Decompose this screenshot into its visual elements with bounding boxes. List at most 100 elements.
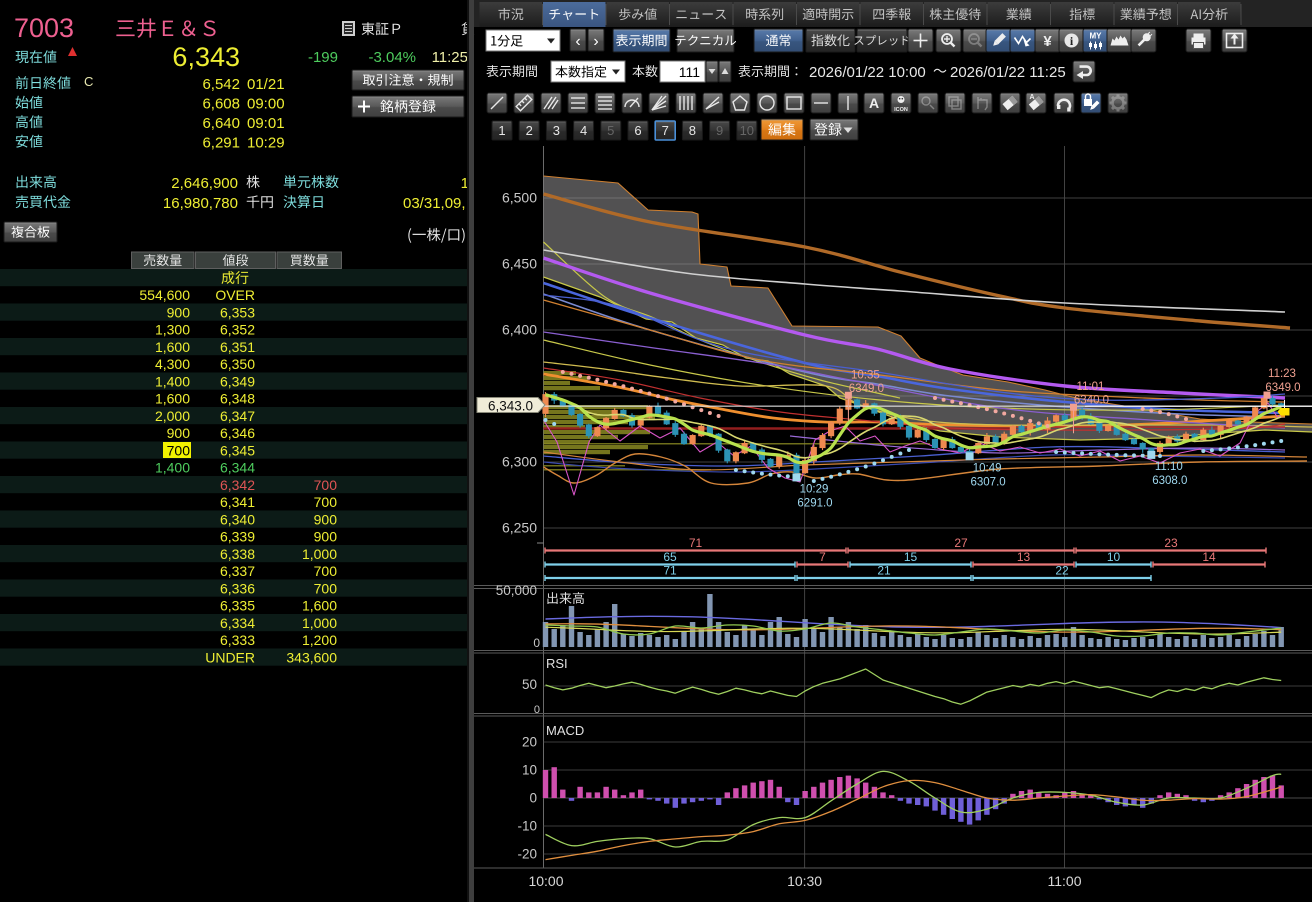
svg-text:6,345: 6,345 [220,442,255,458]
svg-text:343,600: 343,600 [286,649,337,665]
svg-text:10:35: 10:35 [851,369,880,381]
svg-text:900: 900 [167,425,191,441]
svg-text:6,352: 6,352 [220,322,255,338]
svg-text:7: 7 [819,550,826,564]
svg-text:6,291: 6,291 [202,135,240,152]
svg-text:-199: -199 [308,49,338,66]
svg-text:6,450: 6,450 [502,256,537,272]
svg-text:RSI: RSI [546,656,568,671]
svg-text:6,608: 6,608 [202,96,240,113]
svg-text:OVER: OVER [215,287,255,303]
svg-text:‹: ‹ [575,33,580,50]
svg-text:1,600: 1,600 [302,598,337,614]
svg-text:4: 4 [580,123,587,138]
svg-text:A: A [869,95,879,111]
svg-text:C: C [84,74,93,89]
svg-text:900: 900 [314,529,338,545]
svg-text:10: 10 [1107,550,1121,564]
svg-text:6,337: 6,337 [220,563,255,579]
svg-text:10:49: 10:49 [973,462,1002,474]
svg-text:1: 1 [498,123,505,138]
svg-text:1,000: 1,000 [302,615,337,631]
svg-text:10:29: 10:29 [247,135,285,152]
svg-text:6,334: 6,334 [220,615,255,631]
svg-text:6,343.0: 6,343.0 [488,399,533,414]
svg-text:6,500: 6,500 [502,190,537,206]
svg-text:700: 700 [167,442,191,458]
svg-text:23: 23 [1164,536,1178,550]
svg-text:6,341: 6,341 [220,494,255,510]
svg-text:11:00: 11:00 [1048,873,1082,889]
svg-text:-3.04%: -3.04% [368,49,416,66]
svg-text:1,600: 1,600 [155,339,190,355]
svg-text:7003: 7003 [14,13,74,43]
svg-text:6,343: 6,343 [172,42,240,72]
svg-text:6308.0: 6308.0 [1152,475,1187,487]
svg-text:21: 21 [877,564,891,578]
svg-text:1,300: 1,300 [155,322,190,338]
svg-text:900: 900 [314,511,338,527]
svg-text:0: 0 [534,704,540,716]
svg-text:22: 22 [1055,564,1069,578]
svg-text:-20: -20 [517,847,537,862]
svg-text:6: 6 [634,123,641,138]
svg-text:6,336: 6,336 [220,580,255,596]
svg-text:27: 27 [954,536,968,550]
svg-text:111: 111 [679,64,700,80]
svg-text:71: 71 [689,536,703,550]
svg-text:9: 9 [716,123,723,138]
svg-text:14: 14 [1202,550,1216,564]
svg-text:15: 15 [904,550,918,564]
svg-text:700: 700 [314,494,338,510]
svg-text:50: 50 [522,677,537,692]
svg-text:10: 10 [740,123,754,138]
svg-text:700: 700 [314,477,338,493]
svg-text:7: 7 [662,123,669,138]
svg-text:ICON: ICON [894,107,908,113]
svg-text:03/31,09,: 03/31,09, [403,195,466,212]
svg-text:01/21: 01/21 [247,76,285,93]
svg-text:65: 65 [663,550,677,564]
svg-text:2: 2 [526,123,533,138]
svg-text:1,200: 1,200 [302,632,337,648]
svg-text:¥: ¥ [1043,33,1052,50]
svg-text:10: 10 [522,763,537,778]
svg-text:6,348: 6,348 [220,391,255,407]
svg-text:0: 0 [529,791,537,806]
svg-text:MY: MY [1090,32,1103,41]
svg-text:6,344: 6,344 [220,460,255,476]
svg-text:1: 1 [461,175,469,192]
svg-text:10:29: 10:29 [800,483,829,495]
svg-text:2026/01/22 11:25: 2026/01/22 11:25 [950,64,1066,81]
svg-text:3: 3 [553,123,560,138]
svg-text:6,542: 6,542 [202,76,240,93]
svg-text:11:23: 11:23 [1268,368,1296,380]
svg-text:A: A [1029,94,1034,101]
svg-text:6,250: 6,250 [502,520,537,536]
svg-text:6307.0: 6307.0 [971,476,1006,488]
svg-text:6,640: 6,640 [202,115,240,132]
svg-text:6,335: 6,335 [220,598,255,614]
svg-text:6,338: 6,338 [220,546,255,562]
svg-text:20: 20 [522,735,537,750]
svg-text:2,000: 2,000 [155,408,190,424]
svg-text:8: 8 [689,123,696,138]
svg-text:1,000: 1,000 [302,546,337,562]
svg-text:6340.0: 6340.0 [1074,395,1109,407]
svg-text:i: i [1070,34,1074,48]
svg-text:71: 71 [663,564,677,578]
svg-text:6,300: 6,300 [502,454,537,470]
svg-text:700: 700 [314,563,338,579]
svg-text:09:00: 09:00 [247,96,285,113]
svg-text:09:01: 09:01 [247,115,285,132]
svg-text:5: 5 [607,123,614,138]
svg-text:-10: -10 [517,819,537,834]
svg-text:11:25: 11:25 [432,49,468,66]
svg-text:10:30: 10:30 [787,873,822,889]
svg-text:6,349: 6,349 [220,373,255,389]
svg-text:2026/01/22 10:00: 2026/01/22 10:00 [809,64,926,81]
svg-text:6,351: 6,351 [220,339,255,355]
svg-text:10:00: 10:00 [528,873,563,889]
svg-text:UNDER: UNDER [205,649,255,665]
svg-text:554,600: 554,600 [139,287,190,303]
